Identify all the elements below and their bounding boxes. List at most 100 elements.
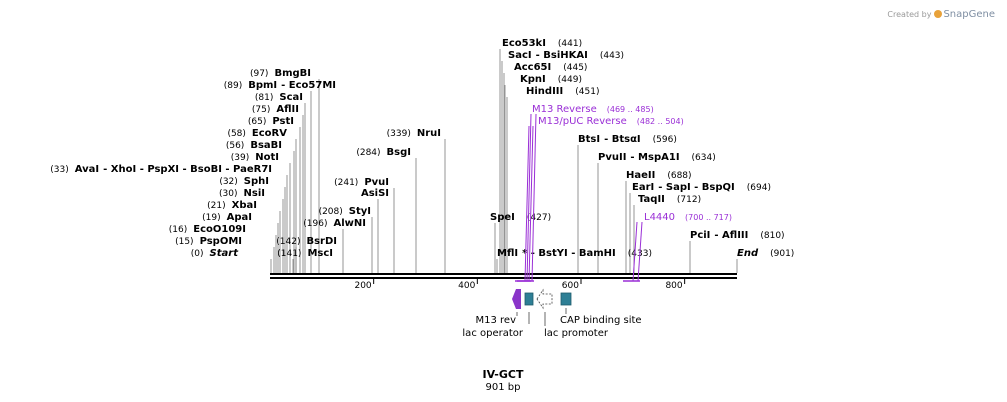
site-position: (30) <box>219 189 237 199</box>
site-name: AvaI <box>75 164 99 175</box>
site-label: (241) PvuI <box>334 177 389 188</box>
primer-leader-line <box>632 221 638 282</box>
site-noti: (39) NotI <box>231 152 291 273</box>
site-hindiii: HindIII (451) <box>506 86 599 273</box>
primer-name: M13 Reverse <box>532 104 597 115</box>
site-position: (75) <box>252 105 270 115</box>
site-position: (19) <box>202 213 220 223</box>
site-name: HaeII <box>626 170 655 181</box>
site-name: KpnI <box>520 74 546 85</box>
site-position: (16) <box>169 225 187 235</box>
site-name: SacI <box>508 50 532 61</box>
plasmid-name: IV-GCT <box>483 368 524 381</box>
feature-cap-binding-site-box <box>560 292 572 306</box>
site-label: PvuII - MspA1I (634) <box>598 152 716 163</box>
site-position: (441) <box>558 39 582 49</box>
site-label: SpeI (427) <box>490 212 551 223</box>
site-position: (427) <box>527 213 551 223</box>
site-name: EcoRV <box>252 128 287 139</box>
site-position: (445) <box>563 63 587 73</box>
site-position: (141) <box>277 249 301 259</box>
site-start: (0) Start <box>191 248 272 273</box>
feature-lac-operator-box <box>524 292 534 306</box>
site-position: (15) <box>175 237 193 247</box>
site-aflii: (75) AflII <box>252 104 304 273</box>
site-isoschizomers: - BtsαI <box>604 134 641 145</box>
site-haeii: HaeII (688) <box>625 170 692 273</box>
site-label: (284) BsgI <box>356 147 411 158</box>
site-position: (901) <box>770 249 794 259</box>
primer-range: (482 .. 504) <box>637 117 684 126</box>
site-eari: EarI - SapI - BspQI (694) <box>629 182 771 273</box>
site-label: Acc65I (445) <box>514 62 587 73</box>
site-label: (81) ScaI <box>255 92 303 103</box>
site-label: (15) PspOMI <box>175 236 242 247</box>
site-name: BsrDI <box>306 236 337 247</box>
primer-label: M13/pUC Reverse (482 .. 504) <box>538 116 684 127</box>
site-name: BtsI <box>578 134 600 145</box>
primer-name: M13/pUC Reverse <box>538 116 627 127</box>
site-position: (58) <box>227 129 245 139</box>
site-name: XbaI <box>232 200 257 211</box>
site-position: (208) <box>319 207 343 217</box>
site-name: End <box>737 248 759 259</box>
site-apai: (19) ApaI <box>202 212 279 273</box>
site-position: (81) <box>255 93 273 103</box>
site-msci: (141) MscI <box>277 248 333 273</box>
feature-label-lac-promoter: lac promoter <box>544 328 609 339</box>
site-position: (89) <box>224 81 242 91</box>
primer-name: L4440 <box>644 212 675 223</box>
site-name: PvuI <box>364 177 389 188</box>
site-label: HaeII (688) <box>626 170 692 181</box>
credit-watermark: Created by SnapGene <box>887 2 995 21</box>
site-isoschizomers: - BsiHKAI <box>536 50 588 61</box>
site-psti: (65) PstI <box>248 116 301 273</box>
site-name: BmgBI <box>274 68 311 79</box>
feature-label-m13-rev: M13 rev <box>476 315 517 326</box>
site-nrui: (339) NruI <box>387 128 446 273</box>
ruler-tick-label: 800 <box>665 281 682 291</box>
site-name: BsaBI <box>250 140 282 151</box>
site-label: HindIII (451) <box>526 86 599 97</box>
site-xbai: (21) XbaI <box>207 200 281 273</box>
site-name: NotI <box>255 152 279 163</box>
ruler-tick-label: 200 <box>354 281 371 291</box>
site-name: EcoO109I <box>193 224 246 235</box>
credit-brand: SnapGene <box>943 9 995 20</box>
credit-prefix: Created by <box>887 10 932 19</box>
primer-leader-line <box>637 221 643 282</box>
site-position: (284) <box>356 148 380 158</box>
site-sphi: (32) SphI <box>219 176 286 273</box>
ruler-tick-label: 600 <box>562 281 579 291</box>
site-label: (21) XbaI <box>207 200 257 211</box>
site-styi: (208) StyI <box>319 206 373 273</box>
site-position: (33) <box>50 165 68 175</box>
site-label: (141) MscI <box>277 248 333 259</box>
site-bsrdi: (142) BsrDI <box>276 236 337 273</box>
site-label: (58) EcoRV <box>227 128 287 139</box>
site-name: NsiI <box>244 188 265 199</box>
site-name: ApaI <box>227 212 252 223</box>
site-name: ScaI <box>279 92 303 103</box>
plasmid-size: 901 bp <box>486 382 521 393</box>
site-name: StyI <box>349 206 371 217</box>
site-label: (89) BpmI - Eco57MI <box>224 80 336 91</box>
site-name: AflII <box>276 104 299 115</box>
site-position: (449) <box>558 75 582 85</box>
site-position: (451) <box>575 87 599 97</box>
site-position: (339) <box>387 129 411 139</box>
site-label: TaqII (712) <box>638 194 701 205</box>
primer-leader-line <box>531 113 537 282</box>
site-eco53ki: Eco53kI (441) <box>499 38 582 273</box>
site-isoschizomers: - MspA1I <box>630 152 679 163</box>
primer-m13-puc-reverse: M13/pUC Reverse (482 .. 504) <box>515 116 684 282</box>
site-pspomi: (15) PspOMI <box>175 236 275 273</box>
site-acc65i: Acc65I (445) <box>503 62 587 273</box>
site-position: (688) <box>667 171 691 181</box>
feature-lac-promoter-arrow <box>536 288 553 310</box>
site-position: (65) <box>248 117 266 127</box>
site-isoschizomers: - XhoI - PspXI - BsoBI - PaeR7I <box>103 164 272 175</box>
primer-range: (469 .. 485) <box>607 105 654 114</box>
primer-range: (700 .. 717) <box>685 213 732 222</box>
